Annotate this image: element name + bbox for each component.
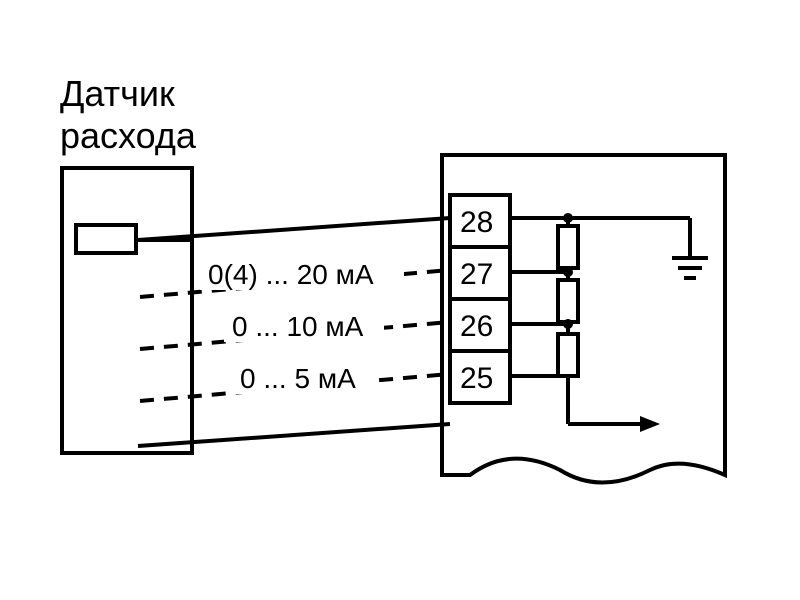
signal-label-3: 0 ... 5 мА (240, 363, 356, 394)
arrow-head (640, 416, 660, 432)
node-2 (563, 267, 573, 277)
resistor-2 (558, 280, 578, 322)
signal-label-2: 0 ... 10 мА (232, 311, 364, 342)
wire-top (138, 218, 450, 240)
resistor-3 (558, 334, 578, 376)
signal-label-1: 0(4) ... 20 мА (208, 259, 374, 290)
sensor-box (62, 168, 192, 453)
terminal-26-label: 26 (460, 310, 493, 343)
wiring-diagram: Датчик расхода 0(4) ... 20 мА 0 ... 10 м… (0, 0, 800, 600)
terminal-28-label: 28 (460, 206, 493, 239)
terminal-25-label: 25 (460, 362, 493, 395)
resistor-1 (558, 226, 578, 268)
node-3 (563, 319, 573, 329)
title-line2: расхода (60, 115, 197, 156)
terminal-27-label: 27 (460, 258, 493, 291)
wire-bottom (138, 424, 450, 446)
title-line1: Датчик (60, 73, 175, 114)
sensor-stub (76, 225, 136, 253)
